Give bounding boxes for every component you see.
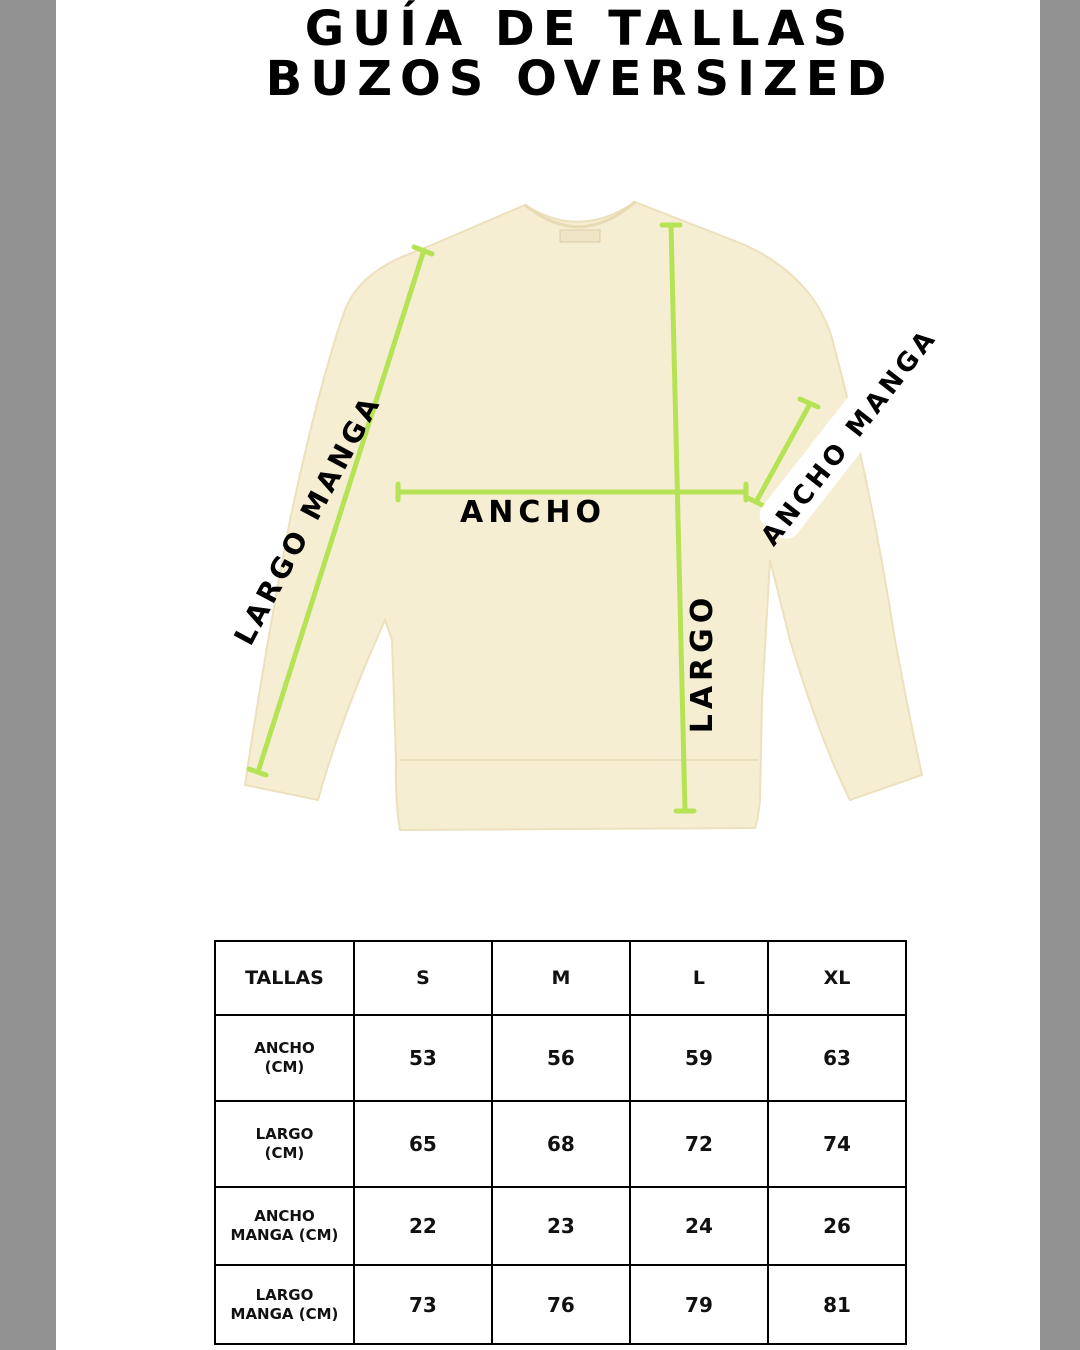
row-label: ANCHO (CM) [214,1014,355,1102]
title-line-1: GUÍA DE TALLAS [304,1,856,57]
cell: 74 [766,1100,908,1188]
ancho-manga-line [753,401,813,505]
cell: 65 [352,1100,493,1188]
label-ancho: ANCHO [460,495,606,530]
largo-line [668,222,688,814]
label-largo: LARGO [685,593,720,734]
cell: 81 [766,1264,908,1345]
largo-manga-line [255,247,427,775]
cell: 23 [490,1186,631,1266]
header-cell: TALLAS [214,940,355,1016]
table-header-row: TALLAS S M L XL [214,940,908,1016]
cell: 73 [352,1264,493,1345]
row-label: ANCHO MANGA (CM) [214,1186,355,1266]
size-table: TALLAS S M L XL ANCHO (CM) 53 56 59 63 LA… [214,940,908,1345]
row-label-line2: (CM) [264,1144,305,1162]
row-label-line1: ANCHO [254,1207,315,1225]
ancho-manga-label-bg [759,330,934,539]
row-label-line1: LARGO [255,1285,314,1304]
cell: 22 [352,1186,493,1266]
row-label-line2: (CM) [264,1058,305,1076]
cell: 53 [352,1014,493,1102]
cell: 72 [628,1100,769,1188]
row-label-line2: MANGA (CM) [230,1226,339,1244]
cell: 56 [490,1014,631,1102]
cell: 59 [628,1014,769,1102]
row-label-line1: ANCHO [254,1039,315,1057]
measure-lines [246,222,821,814]
header-cell: S [352,940,493,1016]
cell: 24 [628,1186,769,1266]
table-row: ANCHO (CM) 53 56 59 63 [214,1014,908,1102]
cell: 26 [766,1186,908,1266]
header-cell: M [490,940,631,1016]
row-label-line2: MANGA (CM) [230,1304,339,1323]
sweater-image [243,200,924,832]
cell: 63 [766,1014,908,1102]
row-label: LARGO (CM) [214,1100,355,1188]
cell: 68 [490,1100,631,1188]
row-label-line1: LARGO [255,1125,314,1143]
table-row: LARGO (CM) 65 68 72 74 [214,1100,908,1188]
header-cell: XL [766,940,908,1016]
cell: 76 [490,1264,631,1345]
cell: 79 [628,1264,769,1345]
title-line-2: BUZOS OVERSIZED [265,51,895,107]
table-row: ANCHO MANGA (CM) 22 23 24 26 [214,1186,908,1266]
header-cell: L [628,940,769,1016]
row-label: LARGO MANGA (CM) [214,1264,355,1345]
table-row: LARGO MANGA (CM) 73 76 79 81 [214,1264,908,1345]
